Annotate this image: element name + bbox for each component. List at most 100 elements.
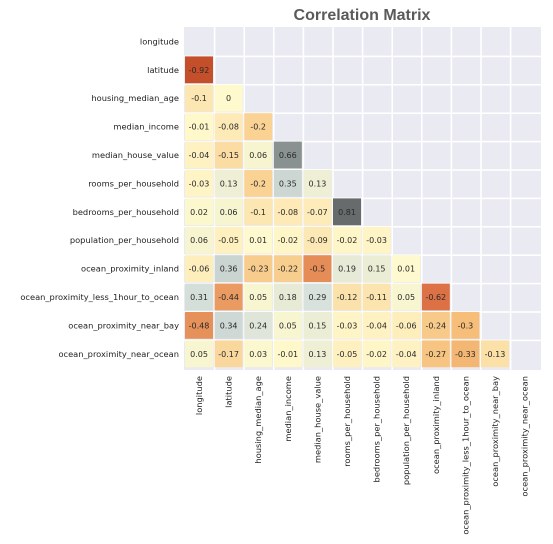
heatmap-cell [185,113,213,140]
x-tick-label: ocean_proximity_less_1hour_to_ocean [460,376,470,535]
cell-value-label: -0.02 [366,350,387,359]
grid-line [391,27,393,370]
heatmap-cell [185,56,213,84]
heatmap-cell [185,340,213,368]
heatmap-cell [244,255,273,282]
x-tick-label: median_house_value [312,376,322,463]
cell-value-label: 0.34 [220,321,238,330]
heatmap-cell [214,170,243,197]
cell-value-label: 0.05 [190,350,208,359]
heatmap-cell [362,312,391,339]
heatmap-cells: -0.92 -0.1 0 -0.01 -0.08 -0.2 -0.04 -0.15 0.06 0.… [184,27,541,370]
grid-line [184,282,541,285]
y-tick-label: ocean_proximity_near_bay [68,320,179,330]
heatmap-cell [214,84,243,112]
y-tick-label: latitude [147,65,179,75]
y-tick-label: ocean_proximity_less_1hour_to_ocean [20,292,179,302]
heatmap-cell [244,226,273,254]
x-tick-label: ocean_proximity_near_bay [490,376,500,487]
cell-value-label: -0.01 [277,350,298,359]
x-tick-label: longitude [194,376,204,415]
heatmap-cell [185,84,213,112]
heatmap-cell [214,113,243,140]
heatmap-cell [333,340,361,368]
heatmap-cell [273,170,302,197]
heatmap-cell [303,255,332,282]
heatmap-cell [214,283,243,311]
cell-value-label: -0.22 [277,265,298,274]
heatmap-cell [451,312,480,339]
heatmap-cell [273,283,302,311]
cell-value-label: -0.01 [189,123,210,132]
cell-value-label: -0.02 [277,236,298,245]
cell-value-label: -0.17 [218,350,239,359]
cell-value-label: -0.04 [366,321,387,330]
heatmap-cell [214,255,243,282]
x-tick-label: ocean_proximity_inland [431,376,441,474]
cell-value-label: -0.03 [366,236,387,245]
heatmap-cell [244,170,273,197]
y-tick-label: bedrooms_per_household [73,207,179,217]
heatmap-cell [244,283,273,311]
heatmap-cell [303,226,332,254]
cell-value-label: 0.06 [220,208,238,217]
x-tick-label: population_per_household [401,376,411,485]
cell-value-label: -0.08 [277,208,298,217]
cell-value-label: -0.04 [189,151,210,160]
cell-value-label: 0.13 [220,179,238,188]
heatmap-cell [214,226,243,254]
cell-value-label: -0.62 [425,293,446,302]
heatmap-cell [362,226,391,254]
cell-value-label: 0.05 [249,293,267,302]
heatmap-cell [333,283,361,311]
cell-value-label: 0.36 [220,265,238,274]
x-axis-tick-labels: longitude latitude housing_median_age media… [194,376,530,535]
heatmap-cell [273,340,302,368]
cell-value-label: -0.44 [218,293,239,302]
heatmap-cell [273,226,302,254]
heatmap-cell [392,340,421,368]
x-tick-label: rooms_per_household [342,376,352,467]
heatmap-cell [273,255,302,282]
cell-value-label: 0.18 [279,293,297,302]
y-tick-label: ocean_proximity_inland [81,264,179,274]
heatmap-cell [185,226,213,254]
heatmap-cell [421,340,450,368]
heatmap-cell [303,198,332,226]
x-tick-label: bedrooms_per_household [372,376,382,482]
cell-value-label: 0 [226,94,231,103]
cell-value-label: -0.3 [458,321,474,330]
y-tick-label: median_house_value [92,150,179,160]
cell-value-label: 0.29 [308,293,326,302]
y-axis-tick-labels: longitude latitude housing_median_agemedia… [20,36,179,358]
grid-line [184,311,541,313]
x-tick-label: latitude [224,376,234,408]
cell-value-label: -0.48 [189,321,210,330]
cell-value-label: -0.24 [425,321,446,330]
heatmap-cell [362,283,391,311]
heatmap-cell [333,226,361,254]
heatmap-cell [214,198,243,226]
y-tick-label: rooms_per_household [88,178,179,188]
cell-value-label: 0.05 [397,293,415,302]
x-tick-label: housing_median_age [253,376,263,464]
heatmap-cell [392,312,421,339]
heatmap-cell [214,340,243,368]
cell-value-label: -0.23 [248,265,269,274]
cell-value-label: -0.07 [307,208,328,217]
y-tick-label: median_income [113,122,179,132]
heatmap-cell [214,141,243,169]
y-tick-label: population_per_household [70,235,179,245]
cell-value-label: -0.5 [310,265,326,274]
cell-value-label: 0.13 [308,350,326,359]
grid-line [184,339,541,342]
heatmap-cell [185,255,213,282]
heatmap-cell [244,340,273,368]
cell-value-label: -0.27 [425,350,446,359]
cell-value-label: 0.15 [308,321,326,330]
heatmap-cell [303,340,332,368]
y-tick-label: housing_median_age [91,93,179,103]
x-tick-label: ocean_proximity_near_ocean [520,376,530,497]
heatmap-cell [185,170,213,197]
cell-value-label: -0.05 [218,236,239,245]
